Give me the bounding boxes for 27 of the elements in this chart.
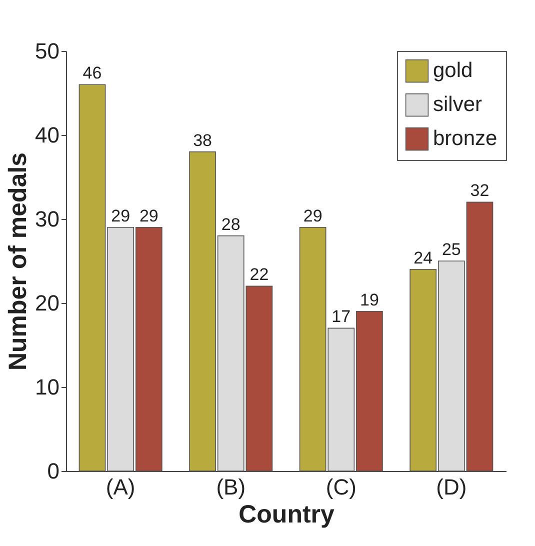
y-tick-label: 10 (35, 374, 60, 400)
data-label: 29 (303, 206, 322, 226)
y-tick-label: 30 (35, 206, 60, 232)
data-label: 46 (82, 64, 102, 83)
x-tick-label: (C) (326, 474, 356, 500)
legend-label: gold (433, 59, 473, 82)
x-tick-label: (A) (106, 474, 136, 500)
data-label: 22 (250, 265, 269, 284)
data-label: 17 (332, 307, 351, 326)
data-label: 19 (360, 290, 379, 310)
data-label: 29 (111, 206, 130, 226)
data-label: 28 (221, 214, 240, 234)
data-label: 24 (414, 248, 433, 268)
y-tick-label: 0 (47, 458, 60, 484)
data-label: 29 (139, 206, 158, 226)
data-label: 32 (470, 181, 490, 200)
y-tick-label: 20 (35, 290, 60, 316)
x-axis-title: Country (238, 500, 335, 528)
x-tick-label: (B) (216, 474, 246, 500)
y-tick-label: 40 (35, 122, 60, 148)
data-label: 38 (193, 130, 212, 150)
x-tick-label: (D) (436, 474, 467, 500)
y-tick-label: 50 (35, 38, 60, 64)
y-axis-title: Number of medals (4, 152, 32, 371)
legend-label: bronze (433, 127, 498, 150)
data-label: 25 (442, 240, 461, 259)
legend-label: silver (433, 93, 482, 116)
